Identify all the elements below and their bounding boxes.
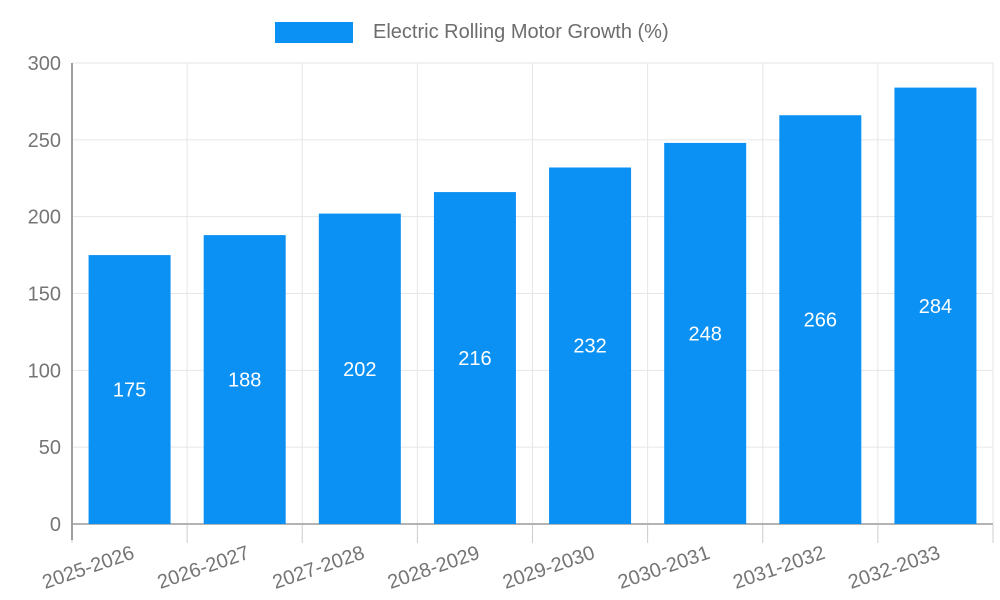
bar-value-label: 266 bbox=[804, 310, 837, 332]
y-axis-tick-label: 50 bbox=[39, 437, 61, 459]
bar-value-label: 202 bbox=[343, 359, 376, 381]
x-axis-tick-label: 2032-2033 bbox=[845, 542, 943, 594]
legend-label: Electric Rolling Motor Growth (%) bbox=[373, 21, 669, 43]
y-axis-tick-label: 0 bbox=[50, 514, 61, 536]
legend-swatch bbox=[275, 22, 353, 43]
bar[interactable] bbox=[433, 192, 516, 524]
y-axis-tick-label: 150 bbox=[28, 284, 61, 306]
y-axis-tick-label: 100 bbox=[28, 360, 61, 382]
x-axis-tick-label: 2026-2027 bbox=[155, 542, 253, 594]
bar[interactable] bbox=[664, 142, 747, 524]
bar-value-label: 248 bbox=[689, 323, 722, 345]
x-axis-tick-label: 2030-2031 bbox=[615, 542, 713, 594]
bar-value-label: 188 bbox=[228, 370, 261, 392]
legend[interactable]: Electric Rolling Motor Growth (%) bbox=[275, 21, 669, 44]
bar-value-label: 175 bbox=[113, 380, 146, 402]
bar[interactable] bbox=[549, 167, 632, 524]
y-axis-tick-label: 250 bbox=[28, 130, 61, 152]
bar-value-label: 232 bbox=[573, 336, 606, 358]
bar[interactable] bbox=[894, 87, 977, 524]
x-axis-tick-label: 2031-2032 bbox=[730, 542, 828, 594]
bar-value-label: 284 bbox=[919, 296, 952, 318]
x-axis-tick-label: 2027-2028 bbox=[270, 542, 368, 594]
bar[interactable] bbox=[88, 255, 171, 525]
bar[interactable] bbox=[203, 235, 286, 524]
bar[interactable] bbox=[779, 115, 862, 524]
bar[interactable] bbox=[318, 213, 401, 525]
y-axis-tick-label: 300 bbox=[28, 53, 61, 75]
x-axis-tick-label: 2029-2030 bbox=[500, 542, 598, 594]
x-axis-tick-label: 2028-2029 bbox=[385, 542, 483, 594]
x-axis-tick-label: 2025-2026 bbox=[40, 542, 138, 594]
bar-value-label: 216 bbox=[458, 348, 491, 370]
y-axis-tick-label: 200 bbox=[28, 207, 61, 229]
